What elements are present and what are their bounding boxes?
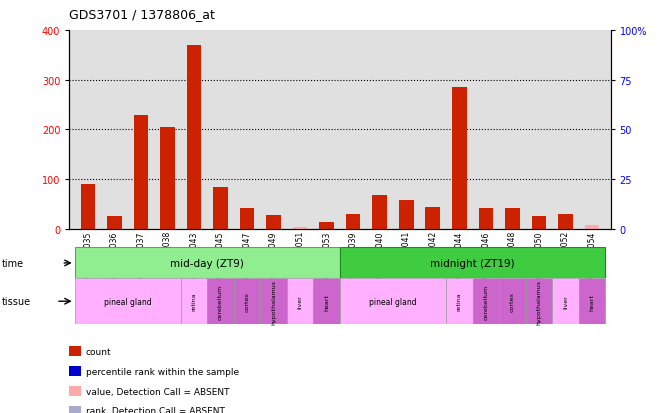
Bar bbox=[452, 88, 467, 229]
Text: hypothalamus: hypothalamus bbox=[271, 279, 276, 324]
Text: pineal gland: pineal gland bbox=[104, 297, 152, 306]
Bar bbox=[314, 279, 340, 324]
Bar bbox=[585, 225, 599, 229]
Text: retina: retina bbox=[457, 292, 462, 311]
Bar bbox=[473, 279, 499, 324]
Text: GDS3701 / 1378806_at: GDS3701 / 1378806_at bbox=[69, 8, 215, 21]
Bar bbox=[75, 279, 181, 324]
Bar bbox=[399, 201, 414, 229]
Text: mid-day (ZT9): mid-day (ZT9) bbox=[170, 258, 244, 268]
Bar bbox=[319, 223, 334, 229]
Text: rank, Detection Call = ABSENT: rank, Detection Call = ABSENT bbox=[86, 406, 224, 413]
Text: heart: heart bbox=[324, 293, 329, 310]
Bar bbox=[372, 195, 387, 229]
Text: count: count bbox=[86, 347, 112, 356]
Text: cerebellum: cerebellum bbox=[483, 284, 488, 319]
Bar bbox=[207, 279, 234, 324]
Bar bbox=[187, 46, 201, 229]
Bar bbox=[234, 279, 260, 324]
Text: midnight (ZT19): midnight (ZT19) bbox=[430, 258, 515, 268]
Bar bbox=[505, 209, 519, 229]
Text: liver: liver bbox=[563, 294, 568, 309]
Text: pineal gland: pineal gland bbox=[369, 297, 416, 306]
Text: cortex: cortex bbox=[245, 292, 249, 311]
Bar bbox=[240, 209, 254, 229]
Text: cerebellum: cerebellum bbox=[218, 284, 223, 319]
Text: cortex: cortex bbox=[510, 292, 515, 311]
Bar bbox=[552, 279, 579, 324]
Text: retina: retina bbox=[191, 292, 197, 311]
Bar bbox=[160, 128, 175, 229]
Bar bbox=[525, 279, 552, 324]
Bar bbox=[499, 279, 525, 324]
Bar bbox=[293, 228, 308, 229]
Bar bbox=[107, 217, 121, 229]
Bar bbox=[81, 185, 95, 229]
Bar bbox=[181, 279, 207, 324]
Bar bbox=[446, 279, 473, 324]
Bar bbox=[340, 248, 605, 279]
Bar bbox=[426, 208, 440, 229]
Bar bbox=[260, 279, 287, 324]
Text: percentile rank within the sample: percentile rank within the sample bbox=[86, 367, 239, 376]
Bar bbox=[75, 248, 340, 279]
Bar bbox=[558, 214, 573, 229]
Text: value, Detection Call = ABSENT: value, Detection Call = ABSENT bbox=[86, 387, 229, 396]
Text: time: time bbox=[1, 258, 24, 268]
Bar bbox=[531, 217, 546, 229]
Bar bbox=[346, 214, 360, 229]
Bar bbox=[133, 115, 149, 229]
Bar bbox=[266, 215, 281, 229]
Bar bbox=[213, 187, 228, 229]
Text: heart: heart bbox=[589, 293, 595, 310]
Text: liver: liver bbox=[298, 294, 302, 309]
Text: hypothalamus: hypothalamus bbox=[537, 279, 541, 324]
Bar bbox=[340, 279, 446, 324]
Bar bbox=[478, 209, 493, 229]
Bar bbox=[579, 279, 605, 324]
Text: tissue: tissue bbox=[1, 297, 30, 306]
Bar bbox=[287, 279, 314, 324]
